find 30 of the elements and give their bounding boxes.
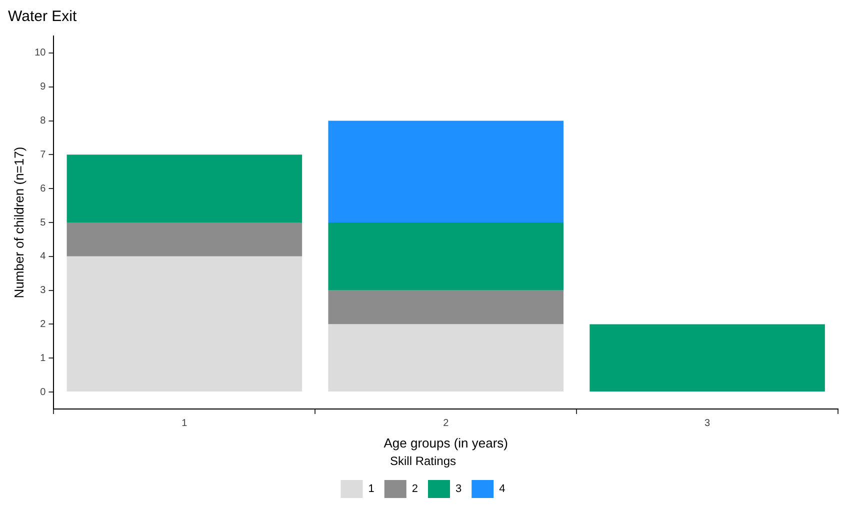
bar — [66, 154, 302, 222]
y-tick-label: 6 — [40, 183, 46, 194]
legend-label: 2 — [412, 483, 418, 496]
chart-title: Water Exit — [8, 8, 78, 26]
bar — [66, 222, 302, 256]
x-tick-label: 3 — [704, 418, 711, 429]
bar — [328, 290, 564, 324]
bar — [590, 324, 825, 392]
y-tick-label: 2 — [40, 318, 46, 330]
bar — [66, 256, 302, 392]
legend-label: 1 — [368, 483, 374, 496]
y-tick-label: 5 — [40, 217, 46, 228]
y-tick-label: 0 — [40, 386, 46, 398]
y-tick-label: 7 — [40, 149, 46, 160]
bar — [328, 222, 564, 290]
x-tick-label: 2 — [443, 418, 450, 429]
y-tick-label: 10 — [34, 48, 46, 59]
y-axis-title: Number of children (n=17) — [11, 146, 26, 298]
y-tick-label: 4 — [40, 251, 46, 262]
legend-label: 4 — [499, 483, 506, 496]
y-tick-label: 8 — [40, 116, 46, 127]
y-tick-label: 9 — [40, 82, 46, 93]
bar — [328, 120, 564, 222]
y-tick-label: 1 — [40, 352, 46, 364]
bar — [328, 324, 564, 392]
legend-label: 3 — [456, 483, 462, 496]
x-axis-title: Age groups (in years) — [384, 435, 508, 450]
x-tick-label: 1 — [182, 418, 188, 429]
legend-title: Skill Ratings — [390, 454, 456, 468]
y-tick-label: 3 — [40, 285, 46, 296]
